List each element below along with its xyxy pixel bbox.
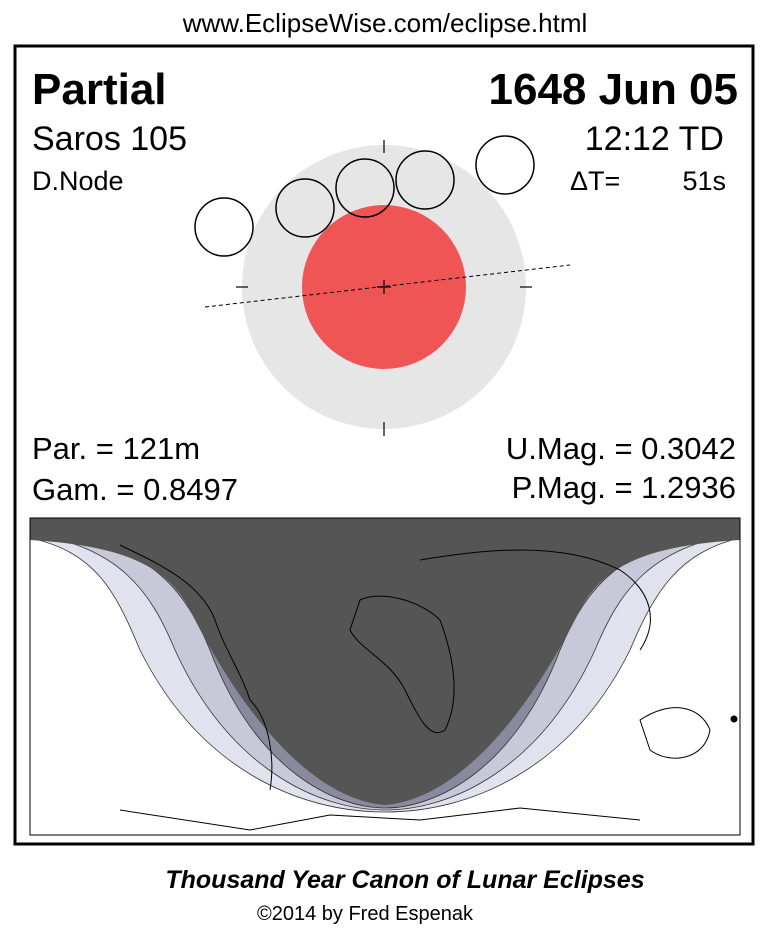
node: D.Node bbox=[32, 166, 124, 196]
eclipse-diagram bbox=[194, 135, 571, 436]
map-border bbox=[29, 517, 741, 836]
par: Par. = 121m bbox=[32, 431, 200, 466]
axis-ticks bbox=[236, 140, 532, 436]
url: www.EclipseWise.com/eclipse.html bbox=[182, 8, 588, 38]
delta-t: 51s bbox=[682, 166, 726, 196]
eclipse-type: Partial bbox=[32, 65, 167, 114]
coastlines bbox=[119, 544, 711, 831]
umag: U.Mag. = 0.3042 bbox=[506, 431, 736, 466]
delta-t-label: ΔT= bbox=[570, 166, 620, 196]
gam: Gam. = 0.8497 bbox=[32, 472, 238, 507]
time: 12:12 TD bbox=[585, 120, 724, 158]
ecliptic bbox=[204, 264, 571, 308]
marker bbox=[730, 715, 738, 723]
copyright: ©2014 by Fred Espenak bbox=[257, 903, 474, 925]
eclipse-date: 1648 Jun 05 bbox=[489, 65, 739, 114]
moon-positions bbox=[194, 135, 535, 257]
night-region bbox=[30, 518, 740, 805]
footer-title: Thousand Year Canon of Lunar Eclipses bbox=[165, 866, 644, 894]
visibility-map bbox=[29, 517, 741, 836]
pmag: P.Mag. = 1.2936 bbox=[512, 470, 736, 505]
frame bbox=[13, 44, 755, 846]
saros: Saros 105 bbox=[32, 120, 187, 158]
